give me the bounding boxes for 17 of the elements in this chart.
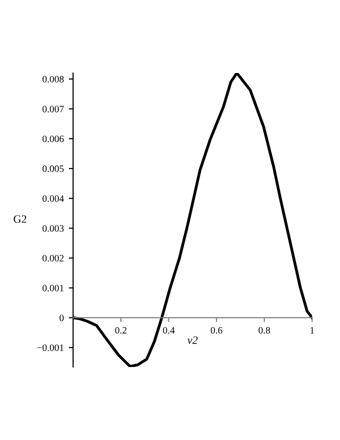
y-tick-label: 0.002 [42, 254, 64, 262]
y-tick-label: 0.005 [42, 165, 64, 172]
y-tick-label: 0.007 [42, 106, 64, 112]
y-tick-label: 0.003 [42, 225, 64, 232]
y-tick-label: −0.001 [37, 344, 64, 352]
x-tick-label: 0.2 [115, 327, 126, 334]
x-tick-label: 1 [310, 327, 314, 334]
y-axis-title: G2 [14, 215, 26, 223]
y-tick-label: 0.008 [42, 76, 64, 83]
x-tick-label: 0.8 [258, 327, 270, 334]
y-tick-label: 0.001 [42, 284, 64, 292]
x-axis-title: v2 [188, 336, 198, 344]
y-tick-label: 0.004 [42, 195, 64, 202]
y-tick-label: 0.006 [42, 136, 64, 142]
y-tick-label: 0 [60, 314, 64, 322]
x-tick-label: 0.6 [210, 327, 222, 334]
x-tick-label: 0.4 [163, 327, 175, 334]
